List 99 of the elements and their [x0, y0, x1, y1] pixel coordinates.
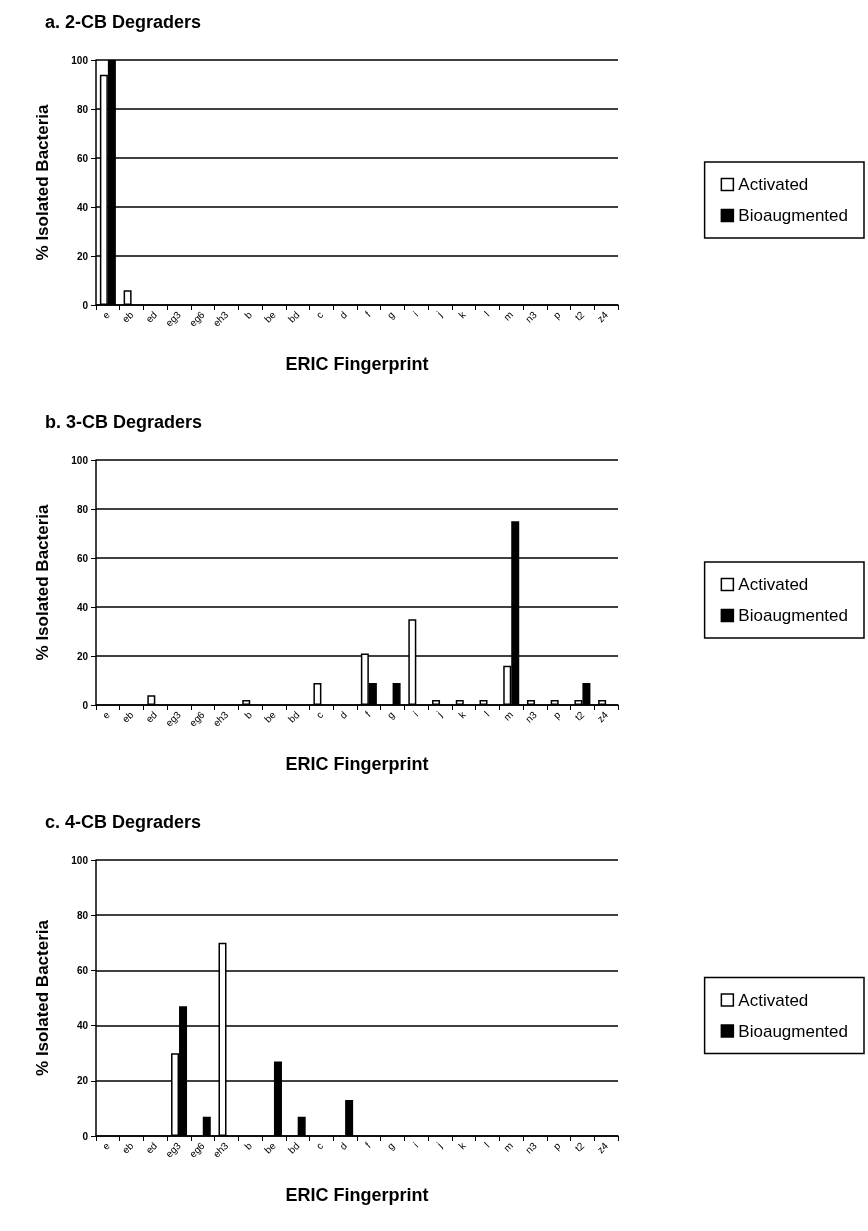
legend-label: Bioaugmented	[738, 606, 848, 625]
y-axis-title: % Isolated Bacteria	[33, 504, 52, 661]
x-tick-label: z4	[594, 308, 611, 325]
y-tick-label: 40	[76, 201, 89, 213]
y-tick-label: 0	[82, 699, 89, 711]
y-tick-label: 20	[76, 650, 89, 662]
y-tick-label: 40	[76, 601, 89, 613]
x-tick-label: p	[550, 1139, 563, 1152]
x-axis-title: ERIC Fingerprint	[285, 1185, 429, 1205]
x-tick-label: t2	[572, 1139, 587, 1154]
x-tick-label: e	[100, 708, 113, 721]
y-tick-label: 60	[76, 152, 89, 164]
x-tick-label: m	[501, 309, 516, 323]
x-axis-title: ERIC Fingerprint	[285, 754, 429, 774]
x-tick-label: d	[337, 709, 350, 721]
x-tick-label: t2	[572, 308, 587, 323]
y-tick-label: 0	[82, 299, 89, 311]
x-tick-label: bd	[285, 1140, 302, 1156]
x-tick-label: eg3	[163, 708, 184, 729]
x-tick-label: eh3	[210, 1139, 231, 1160]
x-tick-label: g	[384, 709, 397, 721]
x-tick-label: k	[456, 709, 468, 721]
x-tick-label: k	[456, 1140, 468, 1152]
x-tick-label: p	[550, 308, 563, 321]
y-tick-label: 80	[76, 503, 89, 515]
x-tick-label: j	[433, 709, 444, 720]
x-tick-label: n3	[523, 308, 540, 325]
x-tick-label: j	[433, 1140, 444, 1151]
x-tick-label: l	[482, 1140, 492, 1150]
legend-label: Activated	[738, 175, 809, 194]
x-tick-label: g	[384, 1140, 397, 1152]
y-tick-label: 40	[76, 1020, 89, 1032]
y-tick-label: 60	[76, 964, 89, 976]
legend-label: Activated	[738, 990, 809, 1010]
x-axis-title: ERIC Fingerprint	[285, 354, 429, 374]
x-tick-label: be	[262, 308, 279, 325]
x-tick-label: n3	[523, 1139, 540, 1156]
x-tick-label: b	[242, 308, 255, 321]
x-tick-label: c	[313, 709, 326, 721]
y-tick-label: 20	[76, 1075, 89, 1087]
x-tick-label: bd	[285, 309, 302, 325]
x-tick-label: eh3	[210, 708, 231, 729]
x-tick-label: eg6	[187, 708, 207, 729]
x-tick-label: eb	[119, 708, 136, 725]
legend-label: Activated	[738, 575, 809, 594]
x-tick-label: c	[313, 1140, 326, 1152]
x-tick-label: c	[313, 309, 326, 321]
y-tick-label: 100	[71, 54, 89, 66]
x-tick-label: i	[410, 709, 421, 719]
x-tick-label: eh3	[210, 308, 231, 329]
x-tick-label: ed	[143, 309, 160, 325]
x-tick-label: b	[242, 1139, 255, 1152]
x-tick-label: l	[482, 709, 492, 719]
y-axis-title: % Isolated Bacteria	[33, 104, 52, 261]
x-tick-label: d	[337, 309, 350, 321]
x-tick-label: ed	[143, 709, 160, 725]
x-tick-label: p	[550, 708, 563, 721]
x-tick-label: g	[384, 309, 397, 321]
x-tick-label: f	[363, 708, 373, 719]
x-tick-label: be	[262, 1139, 279, 1156]
x-tick-label: t2	[572, 708, 587, 723]
x-tick-label: eg6	[187, 308, 207, 329]
x-tick-label: i	[410, 309, 421, 319]
x-tick-label: eb	[119, 308, 136, 325]
y-tick-label: 20	[76, 250, 89, 262]
x-tick-label: f	[363, 308, 373, 319]
chart-title: b. 3-CB Degraders	[45, 412, 203, 432]
y-tick-label: 80	[76, 103, 89, 115]
x-tick-label: f	[363, 1139, 373, 1150]
legend-label: Bioaugmented	[738, 206, 848, 225]
y-axis-title: % Isolated Bacteria	[33, 919, 52, 1076]
x-tick-label: j	[433, 309, 444, 320]
x-tick-label: m	[501, 709, 516, 723]
x-tick-label: ed	[143, 1140, 160, 1156]
legend-label: Bioaugmented	[738, 1021, 848, 1041]
y-tick-label: 60	[76, 552, 89, 564]
x-tick-label: l	[482, 309, 492, 319]
chart-title: c. 4-CB Degraders	[45, 812, 202, 832]
x-tick-label: z4	[594, 708, 611, 725]
x-tick-label: b	[242, 708, 255, 721]
x-tick-label: eb	[119, 1139, 136, 1156]
x-tick-label: z4	[594, 1139, 611, 1156]
x-tick-label: e	[100, 308, 113, 321]
x-tick-label: k	[456, 309, 468, 321]
y-tick-label: 100	[71, 854, 89, 866]
x-tick-label: bd	[285, 709, 302, 725]
x-tick-label: n3	[523, 708, 540, 725]
x-tick-label: eg3	[163, 308, 184, 329]
chart-title: a. 2-CB Degraders	[45, 12, 202, 32]
x-tick-label: eg3	[163, 1139, 184, 1160]
y-tick-label: 0	[82, 1130, 89, 1142]
x-tick-label: e	[100, 1139, 113, 1152]
y-tick-label: 100	[71, 454, 89, 466]
y-tick-label: 80	[76, 909, 89, 921]
x-tick-label: be	[262, 708, 279, 725]
x-tick-label: eg6	[187, 1139, 207, 1160]
x-tick-label: d	[337, 1140, 350, 1152]
x-tick-label: m	[501, 1140, 516, 1154]
x-tick-label: i	[410, 1140, 421, 1150]
